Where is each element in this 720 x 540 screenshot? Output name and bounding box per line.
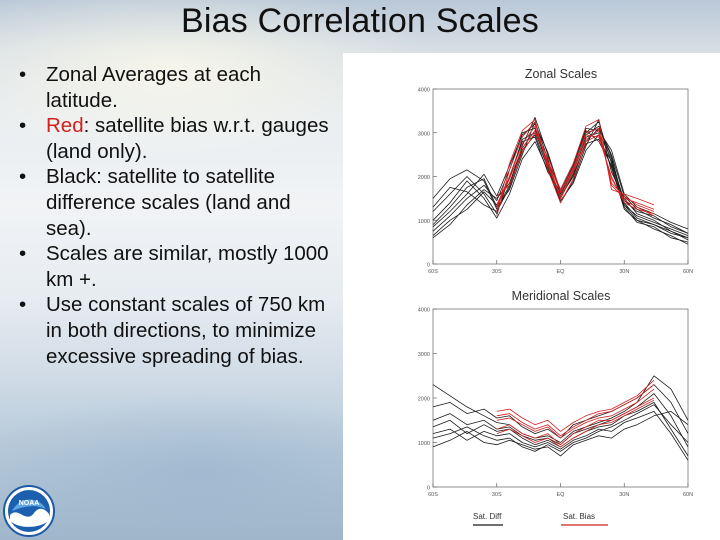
- meridional-y-tick-label: 4000: [418, 308, 430, 314]
- zonal-x-tick-label: 30S: [492, 269, 502, 275]
- bullet-text: Use constant scales of 750 km in both di…: [46, 293, 326, 368]
- zonal-y-tick-label: 4000: [418, 88, 430, 94]
- meridional-y-tick-label: 0: [427, 486, 430, 492]
- charts-svg: Zonal Scales 0 1000 2000 3000 4000 60S 30S EQ 30N…: [418, 67, 693, 526]
- bullet-item: • Zonal Averages at each latitude.: [14, 62, 329, 113]
- zonal-series-line-black-4: [432, 117, 689, 239]
- meridional-series-line-black-1: [432, 393, 689, 448]
- bullet-item: • Use constant scales of 750 km in both d…: [14, 292, 329, 369]
- meridional-series-line-red-7: [496, 388, 655, 439]
- zonal-series-line-red-11: [496, 119, 655, 206]
- zonal-series-line-red-9: [496, 125, 655, 210]
- meridional-series-line-black-2: [432, 411, 689, 457]
- meridional-series-line-black-0: [432, 411, 689, 461]
- bullet-text: Scales are similar, mostly 1000 km +.: [46, 242, 329, 291]
- bullet-glyph: •: [19, 242, 27, 266]
- zonal-x-tick-label: 60N: [683, 269, 693, 275]
- bullet-text: Zonal Averages at each latitude.: [46, 63, 262, 112]
- bullet-glyph: •: [19, 114, 27, 138]
- bullet-glyph: •: [19, 293, 27, 317]
- legend-label-sat-bias: Sat. Bias: [563, 512, 595, 521]
- bullet-lead-red: Red: [46, 114, 84, 138]
- meridional-series-line-red-9: [496, 379, 655, 432]
- meridional-x-tick-label: EQ: [557, 492, 566, 498]
- chart-legend: Sat. Diff Sat. Bias: [473, 512, 608, 526]
- zonal-series-line-black-0: [432, 130, 689, 239]
- zonal-chart-title: Zonal Scales: [525, 67, 597, 81]
- zonal-series-line-black-1: [432, 119, 689, 241]
- meridional-plot-frame: [432, 308, 689, 488]
- noaa-logo-text: NOAA: [19, 500, 40, 507]
- zonal-series-line-red-12: [496, 121, 655, 217]
- meridional-y-tick-label: 3000: [418, 352, 430, 358]
- zonal-x-tick-label: 30N: [619, 269, 629, 275]
- meridional-x-tick-label: 30N: [619, 492, 629, 498]
- bullet-item: • Red: satellite bias w.r.t. gauges (land…: [14, 113, 329, 164]
- chart-panel: Zonal Scales 0 1000 2000 3000 4000 60S 30S EQ 30N…: [343, 53, 720, 540]
- meridional-series-line-black-5: [432, 375, 689, 443]
- zonal-y-tick-label: 2000: [418, 175, 430, 181]
- meridional-x-tick-label: 60N: [683, 492, 693, 498]
- zonal-plot-frame: [432, 88, 689, 265]
- meridional-x-tick-label: 60S: [428, 492, 438, 498]
- meridional-series-line-black-4: [432, 404, 689, 452]
- zonal-scales-chart: Zonal Scales 0 1000 2000 3000 4000 60S 30S EQ 30N…: [418, 67, 693, 275]
- slide-title: Bias Correlation Scales: [181, 2, 539, 40]
- zonal-series-line-red-13: [496, 130, 655, 215]
- bullet-list: • Zonal Averages at each latitude. • Red: …: [14, 62, 329, 369]
- zonal-series-line-red-10: [496, 119, 655, 217]
- zonal-x-tick-label: EQ: [557, 269, 566, 275]
- zonal-y-tick-label: 3000: [418, 131, 430, 137]
- bullet-item: • Scales are similar, mostly 1000 km +.: [14, 241, 329, 292]
- meridional-series-line-red-11: [496, 384, 655, 437]
- zonal-y-tick-label: 1000: [418, 219, 430, 225]
- zonal-x-tick-label: 60S: [428, 269, 438, 275]
- bullet-text: : satellite bias w.r.t. gauges (land onl…: [46, 114, 329, 163]
- bullet-item: • Black: satellite to satellite differenc…: [14, 164, 329, 241]
- legend-label-sat-diff: Sat. Diff: [473, 512, 502, 521]
- zonal-series-line-black-2: [432, 130, 689, 243]
- meridional-y-tick-label: 1000: [418, 441, 430, 447]
- meridional-y-tick-label: 2000: [418, 397, 430, 403]
- meridional-series-line-red-10: [496, 399, 655, 448]
- zonal-series-line-black-6: [432, 128, 689, 236]
- meridional-scales-chart: Meridional Scales 0 1000 2000 3000 4000 60S 30S…: [418, 289, 693, 498]
- meridional-x-tick-label: 30S: [492, 492, 502, 498]
- meridional-chart-title: Meridional Scales: [512, 289, 611, 303]
- bullet-glyph: •: [19, 165, 27, 189]
- zonal-y-tick-label: 0: [427, 263, 430, 269]
- bullet-glyph: •: [19, 63, 27, 86]
- noaa-logo-icon: NOAA: [3, 485, 55, 537]
- meridional-series-line-red-8: [496, 397, 655, 446]
- bullet-text: Black: satellite to satellite difference…: [46, 165, 291, 240]
